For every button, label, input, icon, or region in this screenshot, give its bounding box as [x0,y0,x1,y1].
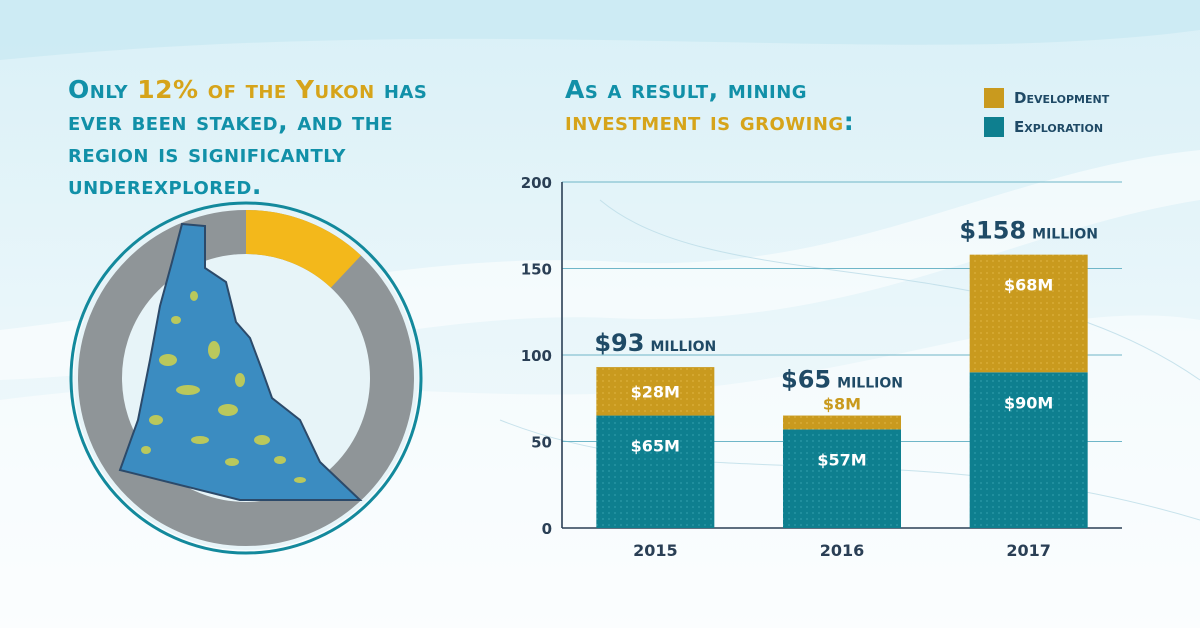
legend-label-exploration: Exploration [1014,118,1104,136]
bar-exploration-2015 [596,415,715,528]
bar-value-label: $28M [631,382,680,401]
left-headline-post: has ever been staked, and the region is … [68,75,428,200]
donut-arcs [78,210,414,546]
y-tick-label: 150 [521,261,552,279]
yukon-map [118,222,363,501]
yukon-territory-outline [118,222,363,501]
donut-outer-ring [69,201,423,555]
y-tick-label: 50 [531,434,552,452]
left-headline: Only 12% of the Yukon has ever been stak… [68,74,448,202]
bar-total-label: $93 MILLION [594,329,716,357]
bar-value-label: $90M [1004,393,1053,412]
bar-development-2017 [969,254,1088,373]
bar-value-label: $68M [1004,276,1053,295]
bar-total-label: $158 MILLION [959,217,1098,245]
x-tick-label: 2015 [633,541,678,560]
bar-value-label: $57M [817,450,866,469]
left-headline-highlight: 12% of the Yukon [137,75,375,104]
legend-item-exploration: Exploration [984,117,1109,137]
x-tick-label: 2017 [1006,541,1051,560]
y-tick-label: 100 [521,347,552,365]
bar-total-label: $65 MILLION [781,366,903,394]
right-headline-pre: As a result, mining [565,75,808,104]
y-tick-label: 0 [542,520,552,538]
right-headline-post: : [843,107,855,136]
bar-value-label: $8M [823,395,861,414]
chart-bars [596,254,1088,528]
exploration-swatch-icon [984,117,1004,137]
left-headline-pre: Only [68,75,138,104]
yukon-territory-shape [120,224,360,500]
bar-development-2016 [783,415,901,430]
bar-development-2015 [596,367,715,416]
legend-item-development: Development [984,88,1109,108]
donut-staked-arc [245,210,361,289]
right-headline-highlight: investment is growing [565,107,844,136]
y-tick-label: 200 [521,174,552,192]
bar-value-label: $65M [631,437,680,456]
bar-exploration-2016 [783,429,901,528]
right-headline: As a result, mining investment is growin… [565,74,895,138]
x-tick-label: 2016 [820,541,865,560]
staked-claims-patches [141,291,306,483]
development-swatch-icon [984,88,1004,108]
bar-exploration-2017 [969,372,1088,528]
legend-label-development: Development [1014,89,1110,107]
chart-legend: Development Exploration [984,88,1109,146]
chart-labels: 0 50 100 150 200 $65M $28M $93 MILLION 2015 $57M $8… [521,174,1098,560]
